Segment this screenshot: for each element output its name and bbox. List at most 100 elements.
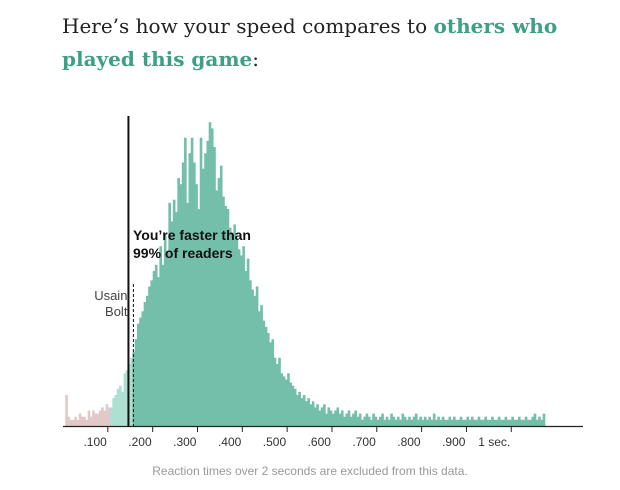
- histogram-bar: [231, 233, 234, 426]
- histogram-bar: [468, 419, 472, 426]
- histogram-bar: [213, 147, 216, 426]
- histogram-bar: [392, 416, 396, 426]
- x-tick-label: .700: [352, 435, 376, 449]
- histogram-bar: [195, 184, 198, 426]
- histogram-bar: [168, 202, 171, 426]
- histogram-bar: [157, 277, 160, 426]
- histogram-bar: [464, 419, 467, 426]
- histogram-bar: [302, 395, 306, 426]
- histogram-bar: [159, 246, 163, 426]
- histogram-bar: [199, 137, 203, 426]
- histogram-bar: [331, 413, 335, 426]
- histogram-bar: [457, 419, 461, 426]
- histogram-bar: [338, 413, 342, 426]
- histogram-bar: [412, 416, 416, 426]
- histogram-bar: [242, 246, 245, 426]
- histogram-bar: [495, 419, 499, 426]
- histogram-bar: [67, 416, 71, 426]
- histogram-bar: [287, 373, 290, 426]
- x-tick-label: .900: [442, 435, 466, 449]
- histogram-bar: [114, 395, 118, 426]
- headline: Here’s how your speed compares to others…: [62, 10, 582, 76]
- histogram-bar: [228, 227, 232, 426]
- histogram-bar: [518, 416, 521, 426]
- histogram-bar: [419, 416, 423, 426]
- histogram-bar: [405, 419, 409, 426]
- histogram-bar: [222, 196, 225, 426]
- histogram-bar: [278, 357, 281, 426]
- histogram-bar: [179, 184, 183, 426]
- histogram-bar: [166, 252, 169, 426]
- histogram-bar: [376, 419, 380, 426]
- x-tick-label: .200: [128, 435, 152, 449]
- histogram-bar: [361, 419, 364, 426]
- histogram-bar: [136, 323, 140, 426]
- histogram-bar: [349, 416, 353, 426]
- footnote: Reaction times over 2 seconds are exclud…: [152, 464, 468, 478]
- histogram-bar: [343, 416, 346, 426]
- your-time-label: You’re faster than: [133, 227, 251, 243]
- histogram-bar: [347, 410, 351, 426]
- histogram-bar: [258, 311, 261, 426]
- histogram-bar: [177, 178, 180, 426]
- histogram-bar: [71, 419, 75, 426]
- histogram-bar: [226, 209, 230, 426]
- histogram-bar: [394, 419, 398, 426]
- histogram-bar: [96, 413, 100, 426]
- histogram-bar: [502, 419, 505, 426]
- histogram-bar: [497, 416, 501, 426]
- histogram-bar: [83, 416, 86, 426]
- histogram-bar: [414, 413, 418, 426]
- histogram-bar: [533, 413, 537, 426]
- histogram-bar: [352, 413, 355, 426]
- histogram-bar: [529, 419, 532, 426]
- histogram-bar: [112, 398, 115, 426]
- histogram-bar: [379, 416, 382, 426]
- histogram-bar: [123, 373, 127, 426]
- histogram-bar: [275, 364, 279, 426]
- histogram-bar: [219, 165, 223, 426]
- histogram-bar: [410, 419, 414, 426]
- histogram-bar: [284, 379, 288, 426]
- histogram-bar: [170, 221, 174, 426]
- histogram-bar: [506, 419, 510, 426]
- histogram-bar: [511, 416, 514, 426]
- histogram-bar: [399, 419, 402, 426]
- histogram-bar: [181, 162, 185, 426]
- histogram-bar: [448, 416, 452, 426]
- histogram-bar: [132, 351, 136, 426]
- histogram-bar: [244, 271, 248, 426]
- histogram-bar: [89, 416, 93, 426]
- histogram-bar: [161, 264, 165, 426]
- x-tick-label: .300: [173, 435, 197, 449]
- histogram-bar: [119, 385, 122, 426]
- histogram-bar: [320, 407, 324, 426]
- histogram-bar: [403, 416, 407, 426]
- histogram-bar: [538, 416, 541, 426]
- histogram-bar: [269, 342, 272, 426]
- histogram-bar: [441, 416, 445, 426]
- histogram-bar: [417, 419, 420, 426]
- histogram-bar: [121, 391, 124, 426]
- histogram-bar: [116, 388, 120, 426]
- histogram-bar: [74, 416, 77, 426]
- histogram-bar: [500, 419, 503, 426]
- histogram-bar: [163, 233, 167, 426]
- histogram-bar: [367, 416, 371, 426]
- x-tick-label: .100: [83, 435, 107, 449]
- histogram-bar: [383, 419, 387, 426]
- histogram-bar: [401, 413, 405, 426]
- histogram-bar: [224, 205, 228, 426]
- histogram-bar: [150, 280, 154, 426]
- histogram-bar: [251, 289, 254, 426]
- histogram-bar: [314, 407, 317, 426]
- histogram-bar: [175, 212, 178, 426]
- histogram-bar: [356, 416, 360, 426]
- x-tick-label: .400: [218, 435, 242, 449]
- histogram-bar: [486, 419, 490, 426]
- histogram-bar: [255, 286, 259, 426]
- histogram-bar: [334, 410, 337, 426]
- histogram-bar: [318, 410, 322, 426]
- histogram-bar: [526, 419, 530, 426]
- histogram-bar: [69, 419, 73, 426]
